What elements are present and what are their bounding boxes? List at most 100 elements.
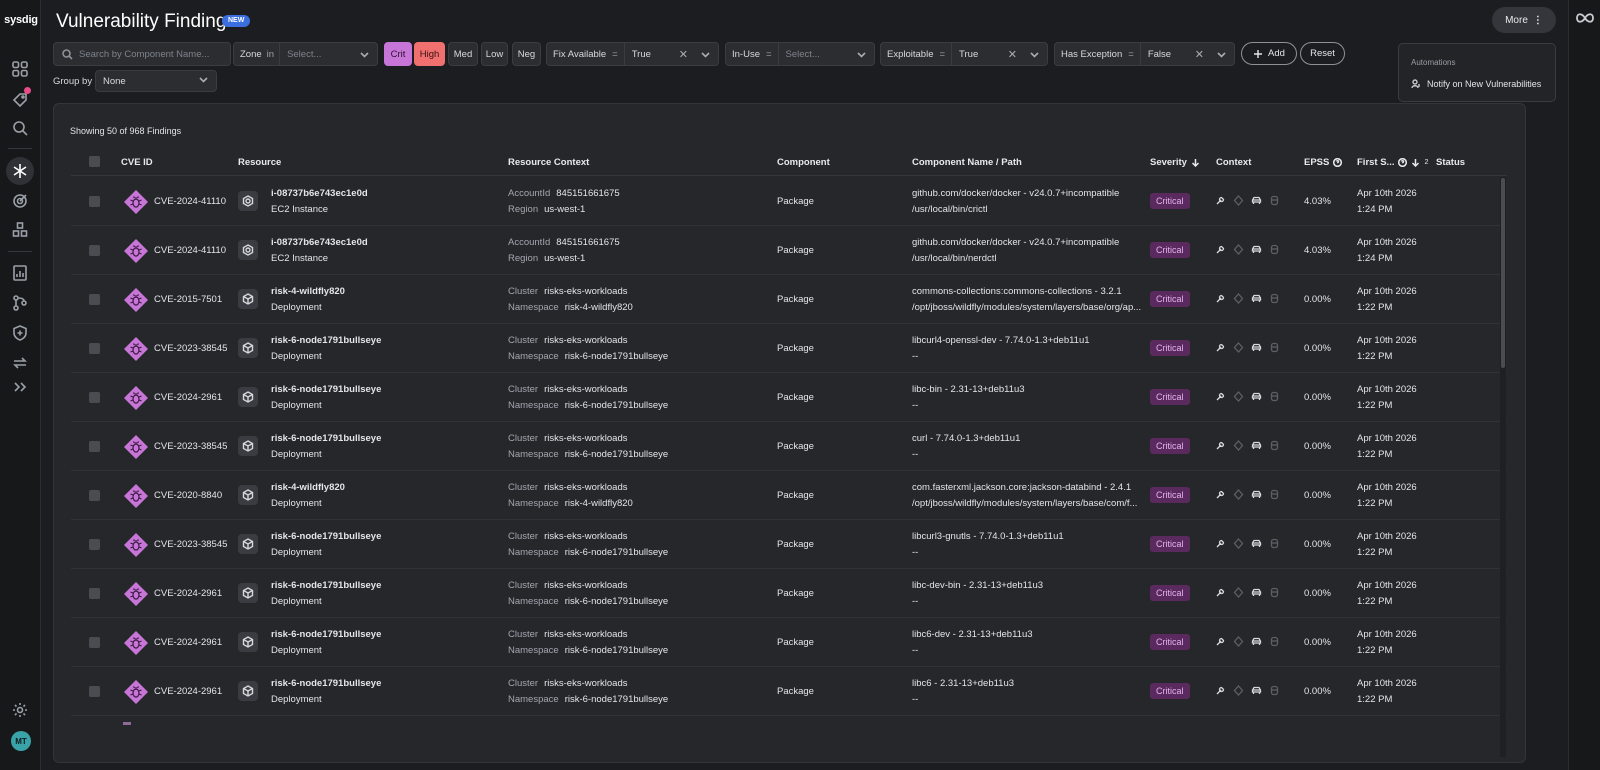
fix-available-filter[interactable]: Fix Available = True ✕ — [546, 42, 719, 66]
table-row[interactable]: CVE-2024-2961 risk-6-node1791bullseye De… — [71, 618, 1507, 667]
col-resource-context[interactable]: Resource Context — [508, 157, 590, 168]
row-checkbox[interactable] — [89, 637, 100, 648]
resource-name[interactable]: risk-4-wildfly820 — [271, 286, 345, 297]
cve-id[interactable]: CVE-2024-41110 — [154, 196, 227, 207]
cve-id[interactable]: CVE-2020-8840 — [154, 490, 223, 501]
cve-id[interactable]: CVE-2024-2961 — [154, 637, 223, 648]
nav-sync-icon[interactable] — [6, 349, 34, 377]
cve-id[interactable]: CVE-2023-38545 — [154, 441, 228, 452]
select-all-checkbox[interactable] — [89, 156, 100, 167]
in-use-operator: = — [765, 48, 772, 60]
nav-pipeline-icon[interactable] — [6, 289, 34, 317]
user-avatar[interactable]: MT — [11, 731, 31, 751]
col-component[interactable]: Component — [777, 157, 830, 168]
row-checkbox[interactable] — [89, 196, 100, 207]
context-key-2: Namespace risk-6-node1791bullseye — [508, 596, 668, 607]
cve-id[interactable]: CVE-2024-2961 — [154, 392, 223, 403]
resource-name[interactable]: risk-6-node1791bullseye — [271, 629, 382, 640]
cve-id[interactable]: CVE-2023-38545 — [154, 343, 228, 354]
sysdig-sage-icon[interactable] — [1575, 11, 1595, 25]
row-checkbox[interactable] — [89, 588, 100, 599]
nav-events-icon[interactable] — [6, 85, 34, 113]
row-checkbox[interactable] — [89, 539, 100, 550]
nav-vulnerabilities-icon[interactable] — [6, 157, 34, 185]
clear-icon[interactable]: ✕ — [1194, 48, 1204, 61]
add-filter-button[interactable]: Add — [1241, 42, 1297, 65]
row-checkbox[interactable] — [89, 686, 100, 697]
sysdig-logo[interactable]: sysdig — [4, 14, 38, 26]
row-checkbox[interactable] — [89, 490, 100, 501]
table-row[interactable]: CVE-2024-2961 risk-6-node1791bullseye De… — [71, 667, 1507, 716]
cve-id[interactable]: CVE-2024-2961 — [154, 686, 223, 697]
resource-name[interactable]: risk-6-node1791bullseye — [271, 433, 382, 444]
table-row[interactable]: CVE-2024-2961 risk-6-node1791bullseye De… — [71, 569, 1507, 618]
severity-neg-toggle[interactable]: Neg — [512, 42, 541, 66]
col-status[interactable]: Status — [1436, 157, 1466, 168]
row-checkbox[interactable] — [89, 294, 100, 305]
severity-low-toggle[interactable]: Low — [481, 42, 508, 66]
severity-badge: Critical — [1150, 634, 1190, 650]
table-row[interactable]: CVE-2024-41110 i-08737b6e743ec1e0d EC2 I… — [71, 177, 1507, 226]
has-exception-filter[interactable]: Has Exception = False ✕ — [1054, 42, 1235, 66]
more-button[interactable]: More ⋮ — [1492, 7, 1556, 33]
resource-name[interactable]: risk-6-node1791bullseye — [271, 384, 382, 395]
row-checkbox[interactable] — [89, 441, 100, 452]
nav-expand-icon[interactable] — [6, 373, 34, 401]
clear-icon[interactable]: ✕ — [678, 48, 688, 61]
severity-high-toggle[interactable]: High — [414, 42, 445, 66]
resource-name[interactable]: risk-6-node1791bullseye — [271, 335, 382, 346]
nav-shield-icon[interactable] — [6, 319, 34, 347]
col-epss[interactable]: EPSS — [1304, 157, 1343, 168]
severity-crit-toggle[interactable]: Crit — [384, 42, 412, 66]
table-row[interactable]: CVE-2015-7501 risk-4-wildfly820 Deployme… — [71, 275, 1507, 324]
cve-id[interactable]: CVE-2023-38545 — [154, 539, 228, 550]
col-resource[interactable]: Resource — [238, 157, 282, 168]
resource-name[interactable]: risk-4-wildfly820 — [271, 482, 345, 493]
severity-med-toggle[interactable]: Med — [448, 42, 478, 66]
notify-menu-item[interactable]: Notify on New Vulnerabilities — [1411, 79, 1541, 89]
nav-target-icon[interactable] — [6, 187, 34, 215]
cve-id[interactable]: CVE-2024-41110 — [154, 245, 227, 256]
resource-type: Deployment — [271, 400, 322, 411]
cve-id[interactable]: CVE-2015-7501 — [154, 294, 223, 305]
col-cve-id[interactable]: CVE ID — [121, 157, 153, 168]
exploit-car-icon — [1251, 490, 1262, 498]
zone-filter[interactable]: Zone in Select... — [233, 42, 378, 66]
table-row[interactable]: CVE-2023-38545 risk-6-node1791bullseye D… — [71, 422, 1507, 471]
row-checkbox[interactable] — [89, 343, 100, 354]
resource-name[interactable]: risk-6-node1791bullseye — [271, 531, 382, 542]
table-row[interactable]: CVE-2020-8840 risk-4-wildfly820 Deployme… — [71, 471, 1507, 520]
scroll-track[interactable] — [1500, 177, 1506, 757]
nav-search-icon[interactable] — [6, 114, 34, 142]
reset-button[interactable]: Reset — [1300, 42, 1345, 65]
table-row[interactable]: CVE-2024-2961 risk-6-node1791bullseye De… — [71, 373, 1507, 422]
col-component-path[interactable]: Component Name / Path — [912, 157, 1022, 168]
deployment-cube-icon — [242, 587, 254, 599]
resource-name[interactable]: risk-6-node1791bullseye — [271, 580, 382, 591]
table-row[interactable]: CVE-2023-38545 risk-6-node1791bullseye D… — [71, 520, 1507, 569]
table-row[interactable]: CVE-2024-41110 i-08737b6e743ec1e0d EC2 I… — [71, 226, 1507, 275]
table-row[interactable]: CVE-2023-38545 risk-6-node1791bullseye D… — [71, 324, 1507, 373]
col-first-seen[interactable]: First S... 2 — [1357, 157, 1428, 168]
scrollbar-thumb[interactable] — [1501, 178, 1505, 368]
severity-badge: Critical — [1150, 291, 1190, 307]
nav-settings-icon[interactable] — [6, 696, 34, 724]
nav-home-icon[interactable] — [6, 55, 34, 83]
resource-name[interactable]: i-08737b6e743ec1e0d — [271, 237, 368, 248]
cve-id[interactable]: CVE-2024-2961 — [154, 588, 223, 599]
clear-icon[interactable]: ✕ — [1007, 48, 1017, 61]
resource-name[interactable]: i-08737b6e743ec1e0d — [271, 188, 368, 199]
in-use-filter[interactable]: In-Use = Select... — [725, 42, 875, 66]
col-severity[interactable]: Severity — [1150, 157, 1200, 168]
exploitable-filter[interactable]: Exploitable = True ✕ — [880, 42, 1048, 66]
nav-inventory-icon[interactable] — [6, 216, 34, 244]
context-value-2: risk-6-node1791bullseye — [564, 449, 669, 460]
col-context[interactable]: Context — [1216, 157, 1252, 168]
row-checkbox[interactable] — [89, 245, 100, 256]
resource-name[interactable]: risk-6-node1791bullseye — [271, 678, 382, 689]
search-input[interactable]: Search by Component Name... — [53, 42, 231, 66]
exploit-car-icon — [1251, 539, 1262, 547]
nav-reports-icon[interactable] — [6, 259, 34, 287]
group-by-select[interactable]: None — [95, 70, 217, 92]
row-checkbox[interactable] — [89, 392, 100, 403]
